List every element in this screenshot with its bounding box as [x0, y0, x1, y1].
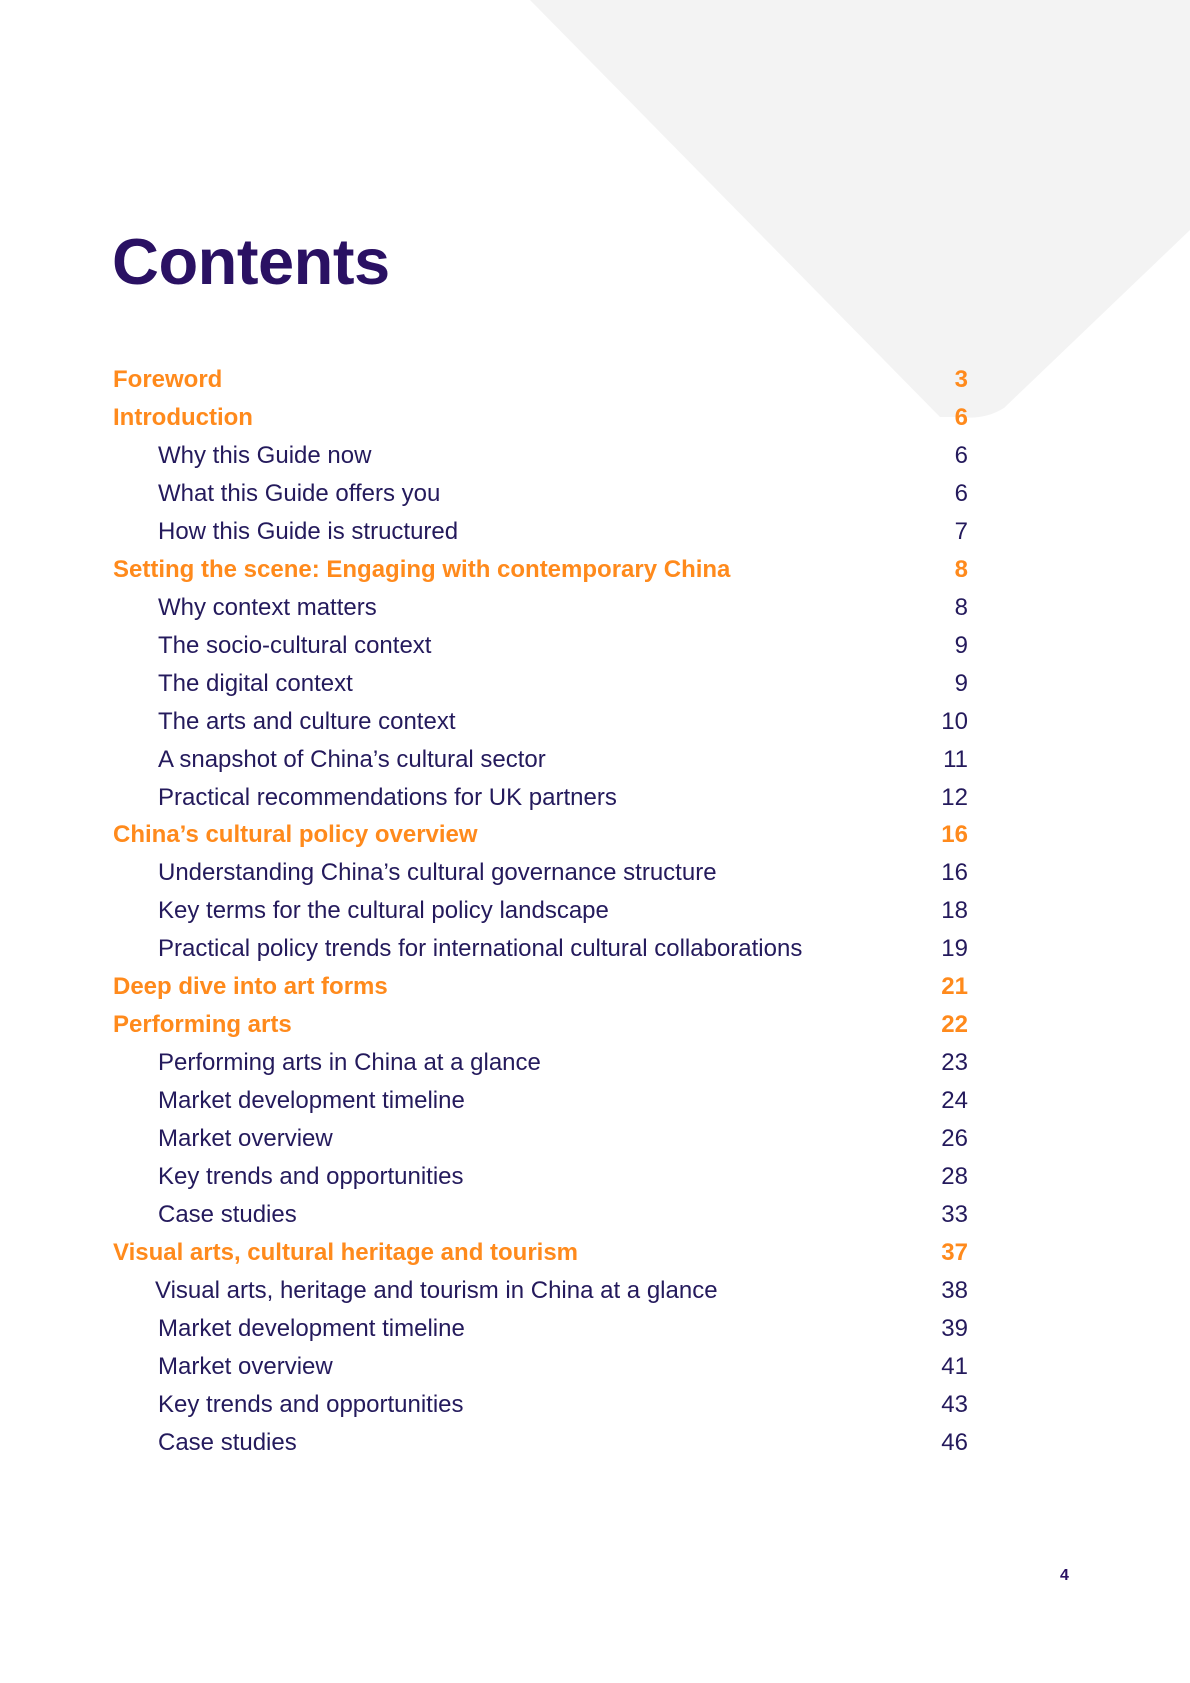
toc-entry-page-number: 6 [954, 479, 968, 507]
toc-subsection-entry[interactable]: Key terms for the cultural policy landsc… [0, 893, 1190, 929]
toc-section-entry[interactable]: Introduction 6 [0, 400, 1190, 436]
toc-entry-label: Practical recommendations for UK partner… [158, 783, 617, 811]
toc-subsection-entry[interactable]: Practical policy trends for internationa… [0, 931, 1190, 967]
toc-entry-label: Visual arts, cultural heritage and touri… [113, 1238, 579, 1266]
toc-entry-page-number: 16 [941, 821, 968, 849]
toc-entry-label: Introduction [113, 403, 253, 431]
toc-subsection-entry[interactable]: Why this Guide now 6 [0, 438, 1190, 474]
toc-entry-page-number: 9 [954, 669, 968, 697]
toc-entry-page-number: 8 [954, 593, 968, 621]
toc-entry-page-number: 39 [941, 1314, 968, 1342]
toc-section-entry[interactable]: Foreword 3 [0, 362, 1190, 398]
toc-subsection-entry[interactable]: Visual arts, heritage and tourism in Chi… [0, 1273, 1190, 1309]
toc-entry-page-number: 6 [954, 441, 968, 469]
toc-subsection-entry[interactable]: What this Guide offers you 6 [0, 476, 1190, 512]
toc-subsection-entry[interactable]: A snapshot of China’s cultural sector 11 [0, 742, 1190, 778]
toc-entry-page-number: 22 [941, 1011, 968, 1039]
toc-entry-page-number: 8 [954, 555, 968, 583]
toc-subsection-entry[interactable]: Key trends and opportunities 43 [0, 1387, 1190, 1423]
toc-entry-page-number: 7 [954, 517, 968, 545]
toc-entry-label: Performing arts [113, 1011, 292, 1039]
toc-entry-page-number: 18 [941, 897, 968, 925]
toc-section-entry[interactable]: Deep dive into art forms 21 [0, 969, 1190, 1005]
toc-entry-page-number: 38 [941, 1276, 968, 1304]
toc-subsection-entry[interactable]: The arts and culture context 10 [0, 704, 1190, 740]
toc-entry-label: Case studies [158, 1200, 297, 1228]
toc-entry-page-number: 24 [941, 1087, 968, 1115]
toc-entry-label: Why this Guide now [158, 441, 372, 469]
toc-entry-label: Key terms for the cultural policy landsc… [158, 897, 609, 925]
toc-entry-page-number: 16 [941, 859, 968, 887]
toc-entry-label: What this Guide offers you [158, 479, 441, 507]
toc-entry-label: Market overview [158, 1125, 333, 1152]
toc-section-entry[interactable]: Visual arts, cultural heritage and touri… [0, 1235, 1190, 1271]
toc-entry-label: Key trends and opportunities [158, 1390, 464, 1418]
toc-entry-label: Market development timeline [158, 1314, 465, 1342]
toc-entry-label: Visual arts, heritage and tourism in Chi… [155, 1276, 718, 1304]
toc-entry-label: Performing arts in China at a glance [158, 1049, 541, 1077]
toc-subsection-entry[interactable]: Market development timeline 24 [0, 1083, 1190, 1119]
toc-subsection-entry[interactable]: Market overview 41 [0, 1349, 1190, 1385]
toc-subsection-entry[interactable]: Market overview 26 [0, 1121, 1190, 1157]
toc-subsection-entry[interactable]: Performing arts in China at a glance 23 [0, 1045, 1190, 1081]
toc-subsection-entry[interactable]: Understanding China’s cultural governanc… [0, 855, 1190, 891]
toc-entry-page-number: 46 [941, 1428, 968, 1456]
toc-entry-page-number: 26 [941, 1125, 968, 1152]
toc-entry-page-number: 10 [941, 707, 968, 735]
toc-entry-page-number: 33 [941, 1200, 968, 1228]
toc-entry-page-number: 6 [954, 403, 968, 431]
toc-subsection-entry[interactable]: Key trends and opportunities 28 [0, 1159, 1190, 1195]
background-shape-path [530, 0, 1190, 418]
toc-entry-label: Understanding China’s cultural governanc… [158, 859, 717, 887]
toc-section-entry[interactable]: China’s cultural policy overview 16 [0, 817, 1190, 853]
toc-entry-label: China’s cultural policy overview [113, 821, 478, 849]
toc-entry-label: The socio-cultural context [158, 631, 432, 659]
toc-entry-page-number: 12 [941, 783, 968, 811]
toc-entry-page-number: 37 [941, 1238, 968, 1266]
toc-entry-page-number: 43 [941, 1390, 968, 1418]
toc-entry-label: Market development timeline [158, 1087, 465, 1115]
toc-entry-label: The arts and culture context [158, 707, 456, 735]
toc-entry-label: Foreword [113, 366, 223, 393]
toc-entry-page-number: 41 [941, 1352, 968, 1380]
toc-entry-page-number: 19 [941, 935, 968, 963]
toc-subsection-entry[interactable]: Market development timeline 39 [0, 1311, 1190, 1347]
toc-entry-page-number: 28 [941, 1163, 968, 1190]
toc-entry-label: Market overview [158, 1352, 333, 1380]
page-number: 4 [1060, 1567, 1069, 1584]
page-title: Contents [112, 225, 390, 298]
toc-subsection-entry[interactable]: Practical recommendations for UK partner… [0, 780, 1190, 816]
toc-entry-label: How this Guide is structured [158, 517, 459, 545]
toc-subsection-entry[interactable]: The socio-cultural context 9 [0, 628, 1190, 664]
toc-entry-page-number: 3 [954, 366, 968, 393]
toc-entry-label: Practical policy trends for internationa… [158, 935, 803, 963]
toc-entry-label: Deep dive into art forms [113, 973, 388, 1001]
toc-subsection-entry[interactable]: Case studies 46 [0, 1425, 1190, 1461]
toc-entry-label: Setting the scene: Engaging with contemp… [113, 555, 731, 583]
toc-entry-page-number: 23 [941, 1049, 968, 1077]
toc-entry-label: A snapshot of China’s cultural sector [158, 745, 546, 773]
toc-entry-label: Case studies [158, 1428, 297, 1456]
toc-entry-page-number: 21 [941, 973, 968, 1001]
toc-subsection-entry[interactable]: Case studies 33 [0, 1197, 1190, 1233]
toc-subsection-entry[interactable]: The digital context 9 [0, 666, 1190, 702]
toc-entry-page-number: 9 [954, 631, 968, 659]
toc-subsection-entry[interactable]: Why context matters 8 [0, 590, 1190, 626]
toc-entry-label: Key trends and opportunities [158, 1163, 464, 1190]
toc-entry-page-number: 11 [943, 745, 968, 773]
toc-subsection-entry[interactable]: How this Guide is structured 7 [0, 514, 1190, 550]
toc-entry-label: Why context matters [158, 593, 377, 621]
toc-entry-label: The digital context [158, 669, 353, 697]
toc-section-entry[interactable]: Performing arts 22 [0, 1007, 1190, 1043]
toc-section-entry[interactable]: Setting the scene: Engaging with contemp… [0, 552, 1190, 588]
